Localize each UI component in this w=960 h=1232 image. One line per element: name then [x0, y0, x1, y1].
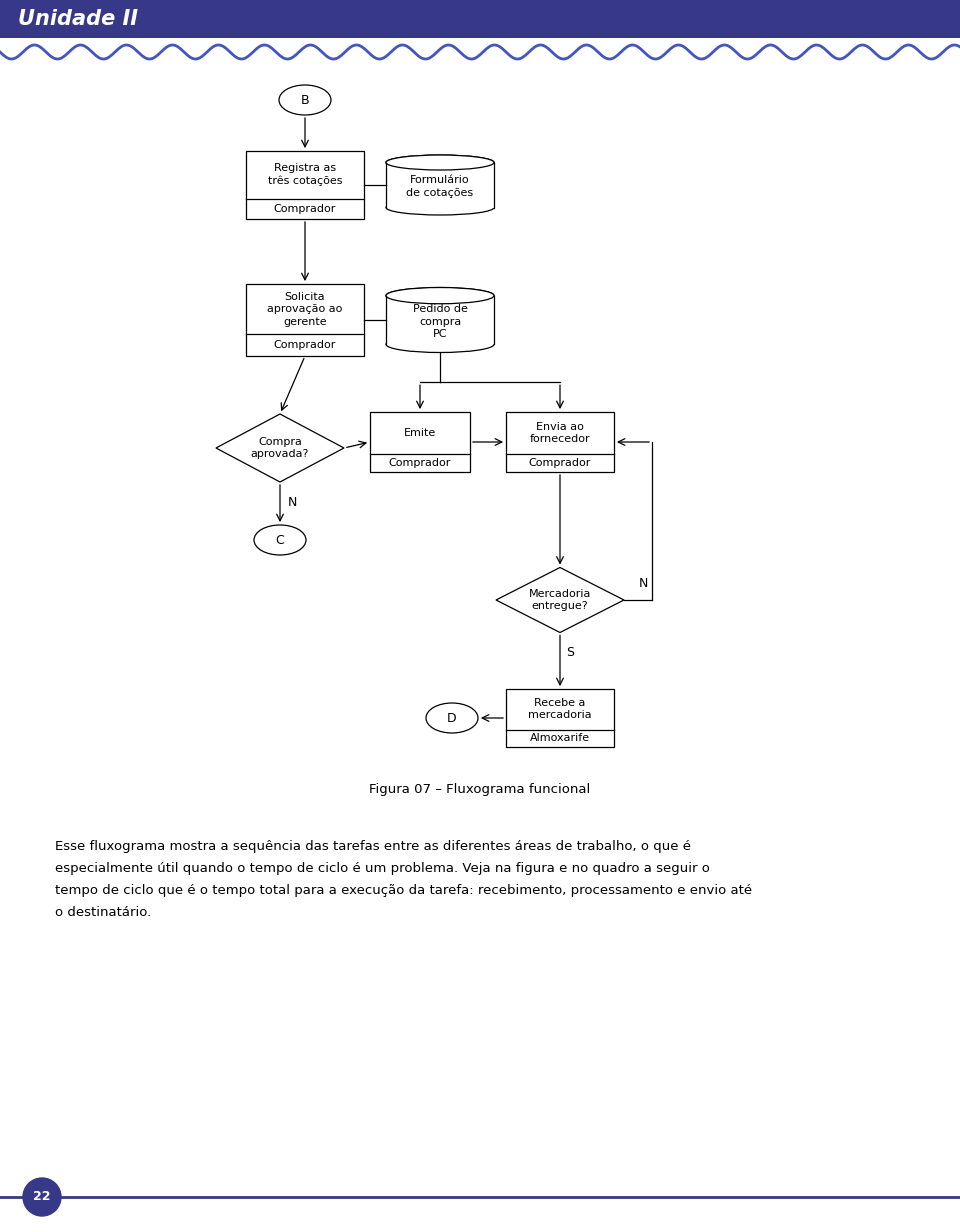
FancyBboxPatch shape	[0, 0, 960, 38]
Circle shape	[23, 1178, 61, 1216]
Text: Comprador: Comprador	[274, 340, 336, 350]
Ellipse shape	[386, 336, 494, 352]
Text: Comprador: Comprador	[274, 203, 336, 214]
Ellipse shape	[386, 155, 494, 170]
Text: tempo de ciclo que é o tempo total para a execução da tarefa: recebimento, proce: tempo de ciclo que é o tempo total para …	[55, 885, 752, 897]
Ellipse shape	[279, 85, 331, 115]
Text: Almoxarife: Almoxarife	[530, 733, 590, 743]
Text: Compra
aprovada?: Compra aprovada?	[251, 437, 309, 460]
Ellipse shape	[426, 703, 478, 733]
Text: Comprador: Comprador	[529, 458, 591, 468]
FancyBboxPatch shape	[386, 163, 494, 207]
Text: Formulário
de cotações: Formulário de cotações	[406, 175, 473, 197]
Text: Comprador: Comprador	[389, 458, 451, 468]
FancyBboxPatch shape	[506, 411, 614, 472]
Text: Recebe a
mercadoria: Recebe a mercadoria	[528, 699, 591, 721]
Ellipse shape	[386, 287, 494, 304]
Text: Unidade II: Unidade II	[18, 9, 138, 30]
Text: S: S	[566, 647, 574, 659]
Text: N: N	[638, 577, 648, 590]
Polygon shape	[496, 568, 624, 632]
Ellipse shape	[254, 525, 306, 554]
Text: Pedido de
compra
PC: Pedido de compra PC	[413, 304, 468, 339]
Text: Mercadoria
entregue?: Mercadoria entregue?	[529, 589, 591, 611]
Polygon shape	[216, 414, 344, 482]
Text: 22: 22	[34, 1190, 51, 1204]
Ellipse shape	[386, 287, 494, 304]
Text: Envia ao
fornecedor: Envia ao fornecedor	[530, 421, 590, 445]
Ellipse shape	[386, 155, 494, 170]
FancyBboxPatch shape	[506, 689, 614, 747]
FancyBboxPatch shape	[246, 152, 364, 219]
FancyBboxPatch shape	[370, 411, 470, 472]
Text: B: B	[300, 94, 309, 106]
Text: especialmente útil quando o tempo de ciclo é um problema. Veja na figura e no qu: especialmente útil quando o tempo de cic…	[55, 862, 709, 875]
Text: C: C	[276, 533, 284, 547]
FancyBboxPatch shape	[246, 285, 364, 356]
Text: Figura 07 – Fluxograma funcional: Figura 07 – Fluxograma funcional	[370, 784, 590, 797]
Text: D: D	[447, 712, 457, 724]
FancyBboxPatch shape	[386, 296, 494, 345]
Text: N: N	[288, 496, 298, 509]
Text: Registra as
três cotações: Registra as três cotações	[268, 164, 343, 186]
Text: Emite: Emite	[404, 428, 436, 439]
Text: Esse fluxograma mostra a sequência das tarefas entre as diferentes áreas de trab: Esse fluxograma mostra a sequência das t…	[55, 840, 691, 853]
Ellipse shape	[386, 200, 494, 216]
Text: Solicita
aprovação ao
gerente: Solicita aprovação ao gerente	[267, 292, 343, 326]
Text: o destinatário.: o destinatário.	[55, 906, 152, 919]
